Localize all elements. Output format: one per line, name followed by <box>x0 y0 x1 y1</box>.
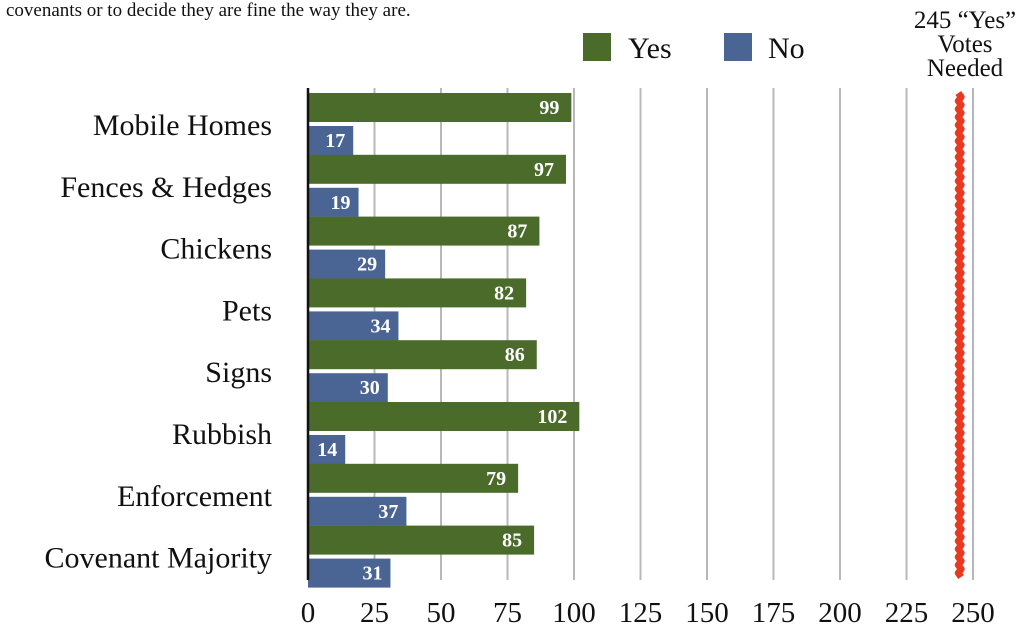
data-label-yes: 86 <box>505 344 525 366</box>
data-label-no: 14 <box>317 439 337 461</box>
threshold-annotation: 245 “Yes” Votes Needed <box>914 7 1016 82</box>
x-tick-label: 125 <box>619 597 663 629</box>
bar-yes <box>308 525 535 555</box>
data-label-yes: 87 <box>507 221 527 243</box>
bar-yes <box>308 93 572 122</box>
bar-yes <box>308 216 540 246</box>
bar-yes <box>308 154 567 184</box>
category-label: Mobile Homes <box>93 109 272 142</box>
legend: Yes No <box>583 32 805 65</box>
data-label-no: 19 <box>331 192 351 214</box>
threshold-annotation-line: 245 “Yes” <box>914 7 1016 34</box>
x-tick-label: 175 <box>752 597 796 629</box>
data-label-no: 17 <box>325 130 345 152</box>
category-label: Enforcement <box>117 480 273 513</box>
x-tick-label: 150 <box>685 597 729 629</box>
legend-label-no: No <box>768 32 805 65</box>
bar-yes <box>308 463 519 493</box>
x-tick-label: 100 <box>552 597 596 629</box>
threshold-line <box>954 90 965 580</box>
data-label-yes: 99 <box>539 97 559 119</box>
x-tick-label: 50 <box>427 597 456 629</box>
bar-yes <box>308 402 580 431</box>
bar-no <box>308 373 388 403</box>
category-label: Chickens <box>160 233 272 266</box>
data-label-no: 29 <box>357 254 377 276</box>
category-label: Fences & Hedges <box>60 171 272 204</box>
x-tick-label: 25 <box>360 597 389 629</box>
intro-text: covenants or to decide they are fine the… <box>6 0 411 21</box>
bar-yes <box>308 278 527 308</box>
x-tick-label: 200 <box>818 597 862 629</box>
bar-yes <box>308 340 537 370</box>
x-tick-label: 225 <box>885 597 929 629</box>
bar-no <box>308 496 407 526</box>
data-label-yes: 97 <box>534 159 554 181</box>
x-tick-label: 75 <box>493 597 522 629</box>
bar-no <box>308 126 354 155</box>
x-tick-label: 250 <box>951 597 995 629</box>
legend-label-yes: Yes <box>628 32 672 65</box>
legend-swatch-no <box>724 33 752 61</box>
bar-no <box>308 558 391 588</box>
category-label: Pets <box>222 294 272 327</box>
bar-no <box>308 187 359 217</box>
threshold-annotation-line: Votes <box>937 31 992 58</box>
bars: 99 17 97 19 87 29 82 34 86 30 102 14 79 37 85 31 <box>308 93 580 588</box>
category-label: Rubbish <box>172 418 272 451</box>
data-label-yes: 82 <box>494 282 514 304</box>
bar-no <box>308 311 399 341</box>
threshold-annotation-line: Needed <box>927 55 1004 82</box>
data-label-yes: 85 <box>502 530 522 552</box>
legend-swatch-yes <box>583 33 611 61</box>
x-tick-label: 0 <box>301 597 316 629</box>
category-label: Covenant Majority <box>45 542 272 575</box>
threshold-layer: 245 “Yes” Votes Needed <box>914 7 1016 580</box>
bar-no <box>308 435 346 464</box>
data-label-no: 30 <box>360 377 380 399</box>
category-label: Signs <box>205 356 272 389</box>
axis-layer: 0 25 50 75 100 125 150 175 200 225 250 Mobile Homes… <box>45 88 995 629</box>
data-label-no: 31 <box>362 563 382 585</box>
data-label-yes: 79 <box>486 468 506 490</box>
data-label-no: 37 <box>378 501 398 523</box>
data-label-no: 34 <box>370 315 390 337</box>
bar-no <box>308 249 386 279</box>
data-label-yes: 102 <box>537 406 567 428</box>
